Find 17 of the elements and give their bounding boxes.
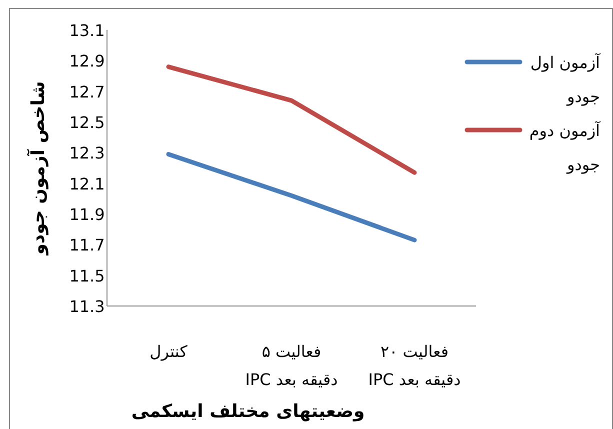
x-tick-label: فعالیت ۲۰ دقیقه بعد IPC [368, 342, 461, 389]
y-tick-label: 12.7 [69, 82, 105, 102]
y-axis-title: شاخص آزمون جودو [26, 81, 49, 256]
x-tick-label: کنترل [150, 342, 188, 361]
y-tick-label: 13.1 [69, 21, 105, 40]
legend-label: آزمون اول جودو [530, 52, 602, 106]
x-tick-label: فعالیت ۵ دقیقه بعد IPC [245, 342, 338, 389]
x-axis-title: وضعیتهای مختلف ایسکمی [131, 401, 365, 422]
legend-label: آزمون دوم جودو [529, 120, 602, 174]
y-tick-label: 12.3 [69, 144, 105, 163]
y-tick-label: 12.5 [69, 113, 105, 132]
y-tick-label: 11.7 [69, 236, 105, 255]
y-tick-label: 12.9 [69, 52, 105, 71]
y-tick-label: 11.5 [69, 266, 105, 286]
y-tick-label: 11.3 [69, 297, 105, 316]
y-tick-label: 11.9 [69, 205, 105, 224]
y-tick-label: 12.1 [69, 174, 105, 194]
